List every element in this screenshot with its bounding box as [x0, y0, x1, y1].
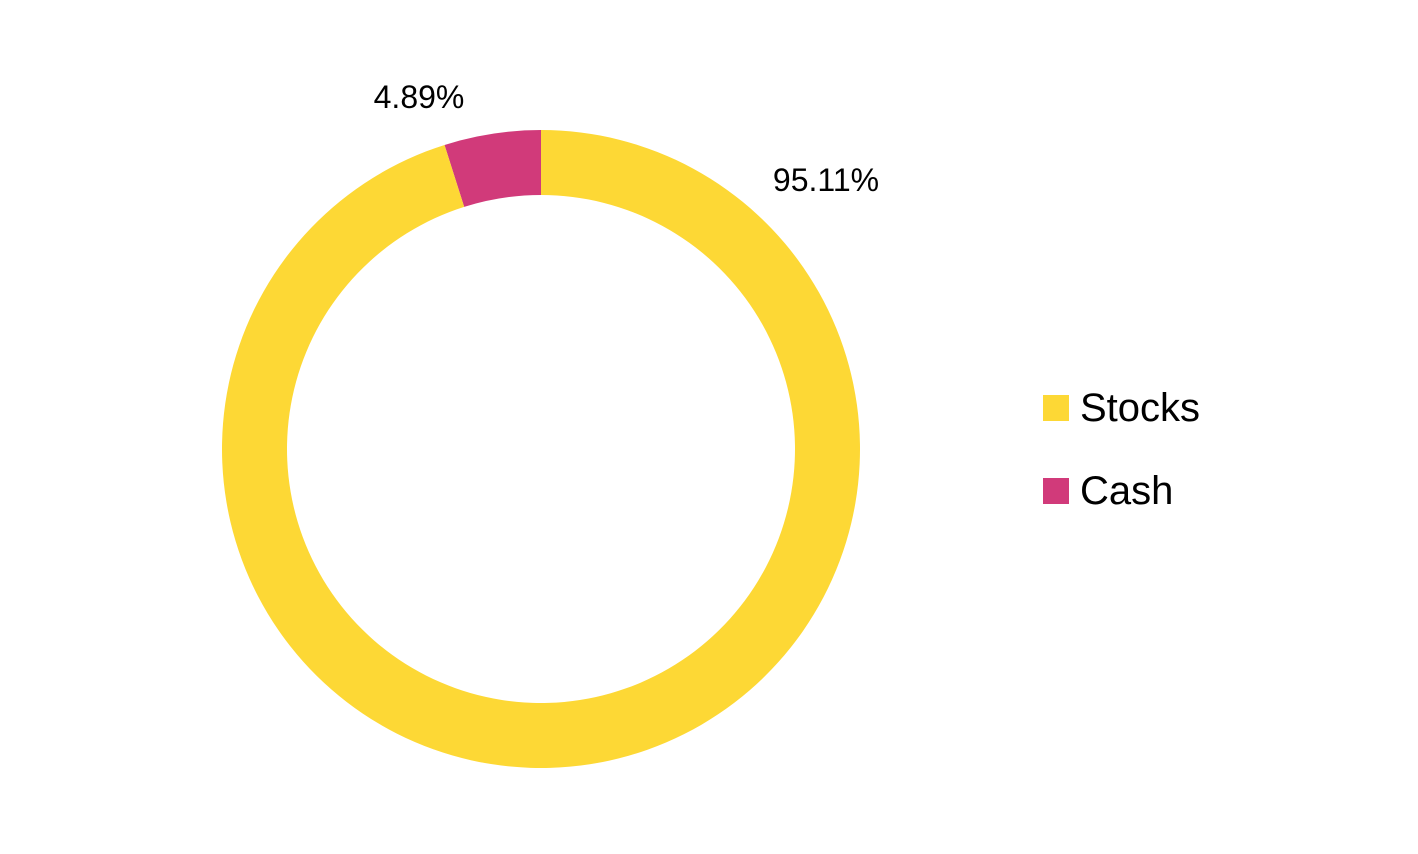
donut-slices	[221, 130, 860, 768]
legend: Stocks Cash	[1043, 383, 1200, 549]
legend-item-stocks: Stocks	[1043, 383, 1200, 433]
legend-swatch-stocks	[1043, 395, 1069, 421]
legend-swatch-cash	[1043, 478, 1069, 504]
legend-item-cash: Cash	[1043, 466, 1200, 516]
legend-label-stocks: Stocks	[1080, 386, 1201, 430]
data-label-cash: 4.89%	[374, 79, 465, 115]
donut-slice-stocks	[221, 130, 860, 768]
legend-label-cash: Cash	[1080, 469, 1174, 513]
donut-slice-cash	[444, 130, 541, 207]
data-label-stocks: 95.11%	[773, 162, 879, 198]
data-labels: 4.89% 95.11%	[374, 79, 879, 198]
